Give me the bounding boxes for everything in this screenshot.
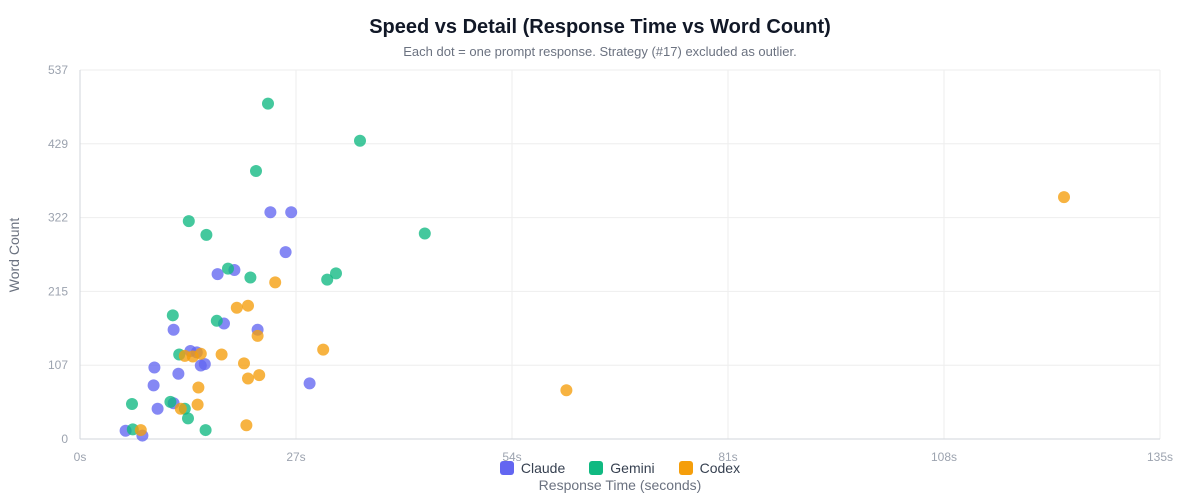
legend-swatch-codex bbox=[678, 461, 693, 475]
data-point-codex[interactable] bbox=[134, 424, 147, 437]
x-tick-label: 135s bbox=[1147, 450, 1173, 464]
legend-item-gemini[interactable]: Gemini bbox=[589, 460, 655, 476]
data-point-codex[interactable] bbox=[253, 369, 266, 382]
data-point-codex[interactable] bbox=[174, 402, 187, 415]
legend-label-claude: Claude bbox=[520, 460, 566, 476]
x-tick-label: 108s bbox=[931, 450, 957, 464]
data-point-gemini[interactable] bbox=[321, 273, 334, 286]
data-point-claude[interactable] bbox=[279, 246, 292, 259]
data-point-codex[interactable] bbox=[230, 301, 243, 314]
data-point-codex[interactable] bbox=[1058, 191, 1070, 204]
data-point-codex[interactable] bbox=[192, 381, 205, 394]
data-point-codex[interactable] bbox=[240, 419, 253, 432]
data-point-gemini[interactable] bbox=[418, 227, 431, 240]
y-tick-label: 215 bbox=[48, 284, 68, 298]
data-point-claude[interactable] bbox=[264, 206, 277, 219]
data-point-claude[interactable] bbox=[198, 358, 211, 371]
tick-labels: 0s 27s 54s 81s 108s 135s 0 107 215 322 429 537 bbox=[48, 63, 1173, 464]
chart-subtitle: Each dot = one prompt response. Strategy… bbox=[403, 44, 797, 59]
data-point-gemini[interactable] bbox=[354, 134, 366, 147]
chart-title: Speed vs Detail (Response Time vs Word C… bbox=[369, 16, 831, 38]
data-point-claude[interactable] bbox=[167, 323, 180, 336]
x-tick-label: 81s bbox=[718, 450, 737, 464]
data-point-codex[interactable] bbox=[194, 347, 207, 360]
data-point-gemini[interactable] bbox=[182, 412, 194, 425]
data-point-gemini[interactable] bbox=[330, 267, 342, 280]
data-point-codex[interactable] bbox=[242, 299, 254, 312]
data-point-codex[interactable] bbox=[215, 348, 228, 361]
axes bbox=[79, 70, 1160, 440]
y-tick-label: 537 bbox=[48, 63, 68, 77]
data-point-gemini[interactable] bbox=[250, 165, 262, 178]
data-point-claude[interactable] bbox=[303, 377, 316, 390]
data-point-claude[interactable] bbox=[148, 361, 161, 374]
legend-label-codex: Codex bbox=[699, 460, 741, 476]
data-point-gemini[interactable] bbox=[244, 271, 257, 284]
legend-label-gemini: Gemini bbox=[610, 460, 655, 476]
data-point-codex[interactable] bbox=[317, 343, 330, 356]
x-tick-label: 54s bbox=[502, 450, 521, 464]
y-axis-label: Word Count bbox=[6, 217, 22, 293]
data-point-gemini[interactable] bbox=[210, 314, 223, 327]
legend-swatch-claude bbox=[499, 461, 514, 475]
data-point-claude[interactable] bbox=[151, 402, 164, 415]
data-point-claude[interactable] bbox=[211, 268, 224, 281]
y-tick-label: 107 bbox=[48, 358, 68, 372]
data-point-gemini[interactable] bbox=[262, 97, 274, 110]
data-point-gemini[interactable] bbox=[166, 309, 179, 322]
y-tick-label: 322 bbox=[48, 211, 68, 225]
data-point-gemini[interactable] bbox=[126, 397, 138, 410]
y-tick-label: 429 bbox=[48, 137, 68, 151]
data-point-gemini[interactable] bbox=[164, 395, 177, 408]
data-point-codex[interactable] bbox=[560, 384, 573, 397]
legend-item-claude[interactable]: Claude bbox=[499, 460, 566, 476]
data-point-claude[interactable] bbox=[285, 206, 298, 219]
grid-lines bbox=[80, 69, 1161, 439]
data-point-claude[interactable] bbox=[147, 379, 160, 392]
legend-item-codex[interactable]: Codex bbox=[678, 460, 741, 476]
legend-swatch-gemini bbox=[589, 461, 604, 475]
data-point-codex[interactable] bbox=[238, 357, 250, 370]
data-point-gemini[interactable] bbox=[200, 228, 213, 241]
x-tick-label: 27s bbox=[286, 450, 305, 464]
data-points bbox=[119, 97, 1070, 442]
legend: Claude Gemini Codex bbox=[0, 460, 1200, 476]
data-point-gemini[interactable] bbox=[222, 262, 234, 275]
x-tick-label: 0s bbox=[74, 450, 87, 464]
data-point-codex[interactable] bbox=[269, 276, 282, 289]
y-tick-label: 0 bbox=[61, 432, 68, 446]
x-axis-label: Response Time (seconds) bbox=[538, 477, 702, 493]
data-point-claude[interactable] bbox=[172, 367, 185, 380]
data-point-codex[interactable] bbox=[251, 329, 264, 342]
data-point-codex[interactable] bbox=[242, 372, 254, 385]
data-point-gemini[interactable] bbox=[199, 424, 212, 437]
data-point-gemini[interactable] bbox=[182, 215, 195, 228]
data-point-codex[interactable] bbox=[191, 398, 204, 411]
